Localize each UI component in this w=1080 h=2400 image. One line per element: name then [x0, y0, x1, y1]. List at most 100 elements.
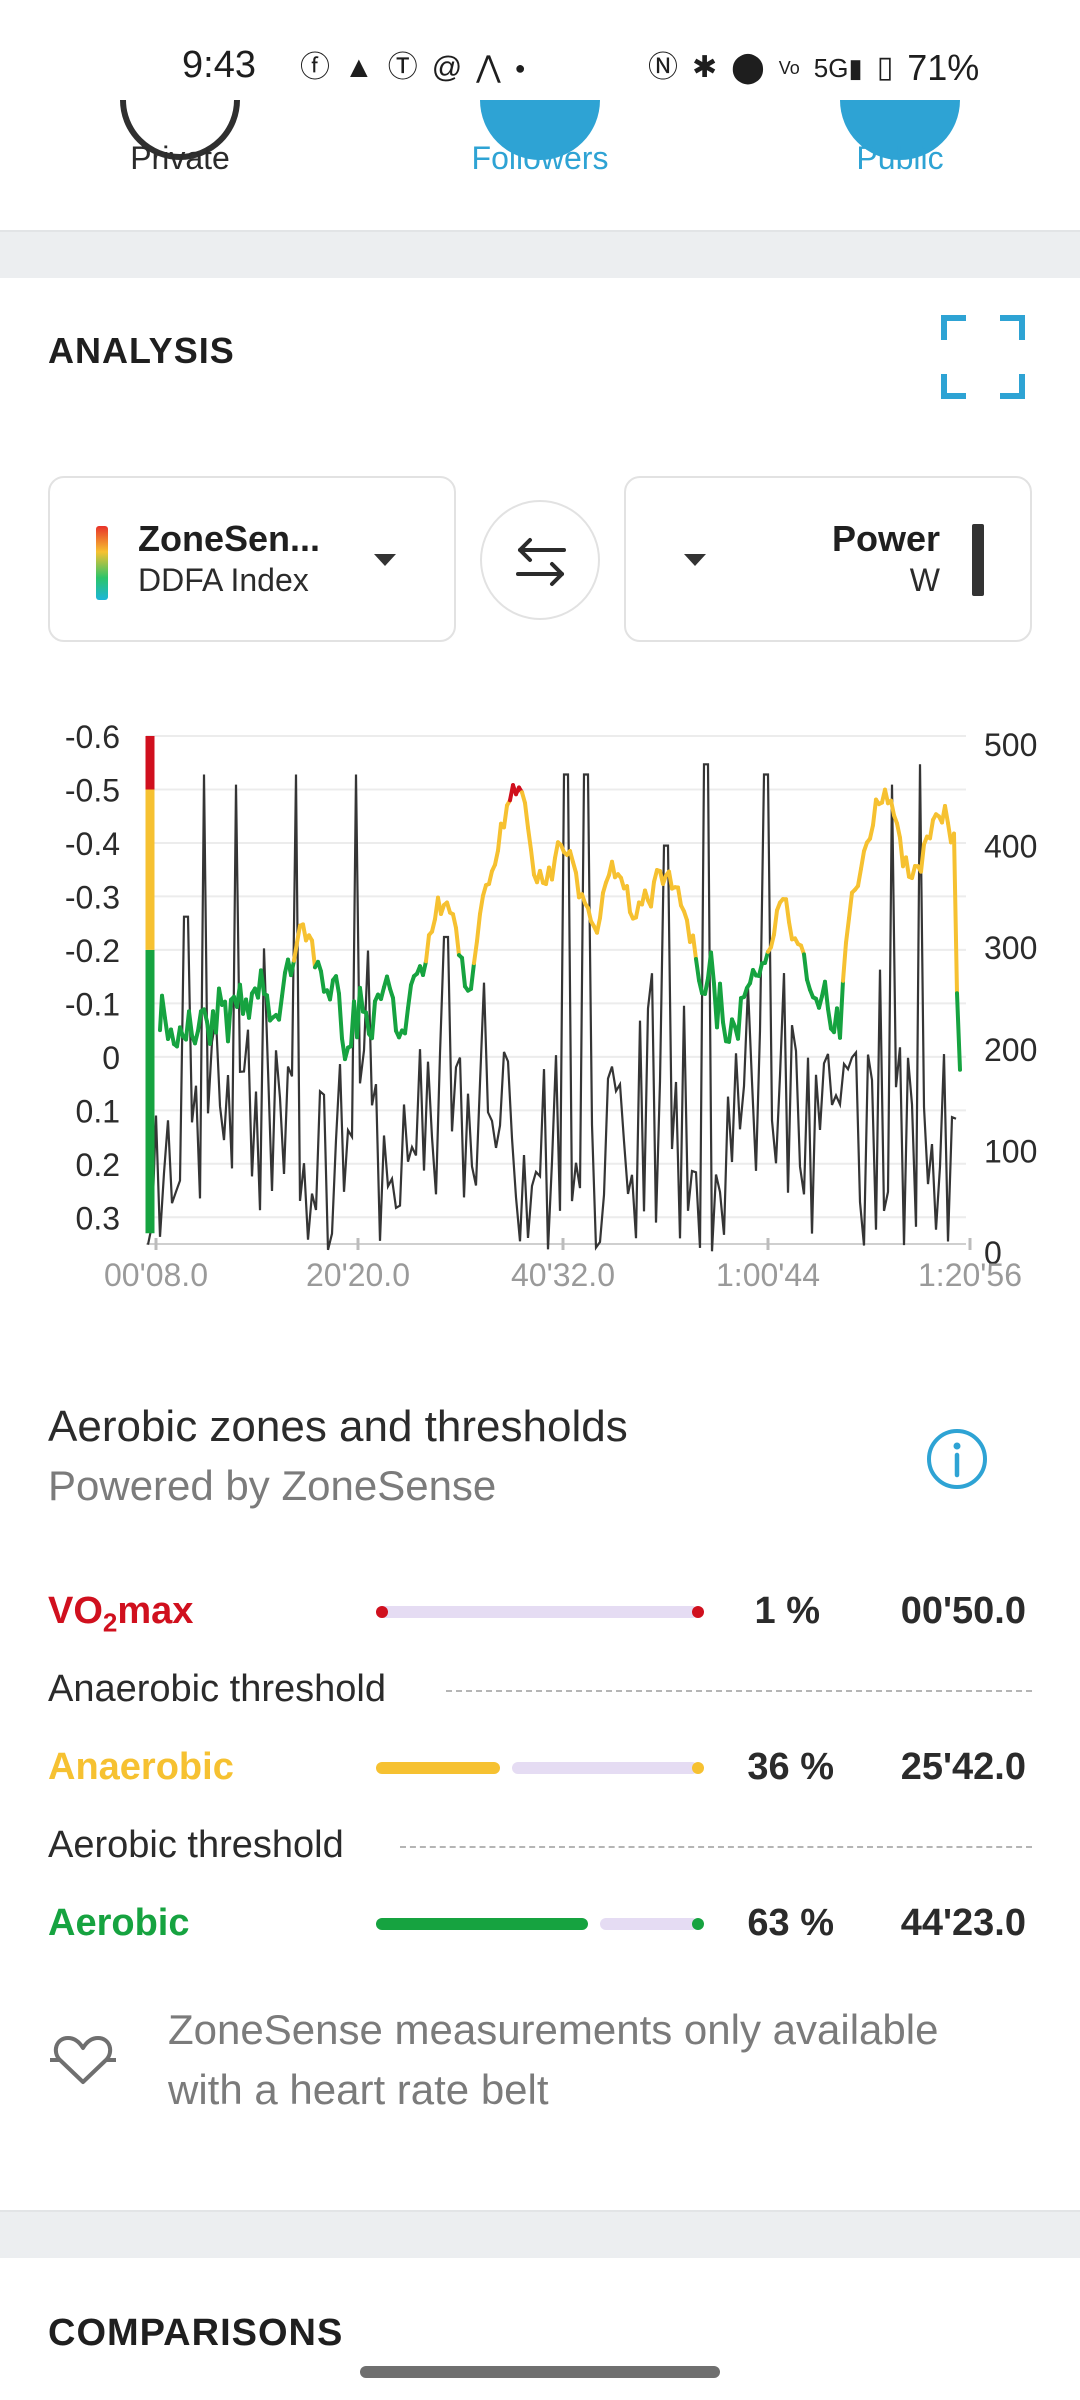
left-axis-tick: 0: [102, 1040, 120, 1076]
right-axis-tick: 500: [984, 727, 1037, 763]
right-axis-tick: 100: [984, 1133, 1037, 1169]
aerobic-threshold-label: Aerobic threshold: [48, 1824, 344, 1866]
zones-title: Aerobic zones and thresholds: [48, 1402, 628, 1451]
swap-button[interactable]: [480, 500, 600, 620]
x-axis-tick: 1:20'56: [918, 1257, 1022, 1293]
zone-segment: [421, 959, 428, 977]
zone-segment: [838, 978, 845, 1040]
left-metric-selector[interactable]: ZoneSen... DDFA Index: [48, 476, 456, 642]
zone-segment: [259, 968, 266, 996]
zone-segment: [460, 955, 467, 989]
analysis-chart[interactable]: -0.6 -0.5 -0.4 -0.3 -0.2 -0.1 0 0.1 0.2 0.3 500 40…: [0, 700, 1080, 1300]
right-axis-tick: 200: [984, 1032, 1037, 1068]
fullscreen-icon[interactable]: [940, 314, 1026, 400]
left-axis-tick: -0.2: [65, 933, 120, 969]
zone-gradient-icon: [96, 526, 108, 600]
zone-segment: [574, 870, 581, 900]
zone-segment: [841, 940, 848, 983]
location-icon: ⬤: [731, 51, 765, 84]
zone-segment: [691, 933, 698, 961]
aerobic-time: 44'23.0: [900, 1902, 1026, 1944]
zone-segment: [202, 1007, 209, 1024]
zone-segment: [703, 976, 710, 996]
zone-segment: [868, 823, 875, 841]
right-axis-tick: 400: [984, 829, 1037, 865]
zone-segment: [889, 798, 896, 818]
left-selector-title: ZoneSen...: [138, 518, 321, 559]
zone-segment: [553, 840, 560, 860]
zone-segment: [709, 950, 716, 986]
zone-segment: [526, 825, 533, 852]
zone-segment: [772, 908, 779, 937]
x-axis-tick: 00'08.0: [104, 1257, 208, 1293]
zone-segment: [883, 787, 890, 806]
zone-segment: [454, 926, 461, 958]
public-option-label[interactable]: Public: [856, 140, 944, 176]
left-axis-ticks: -0.6 -0.5 -0.4 -0.3 -0.2 -0.1 0 0.1 0.2 0.3: [65, 719, 120, 1236]
notification-icons: ⓕ ▲ Ⓣ @ ⋀ ●: [300, 48, 526, 88]
battery-icon: ▯: [876, 51, 894, 84]
zone-segment: [769, 932, 776, 950]
anaerobic-percent: 36 %: [747, 1746, 834, 1788]
zone-segment: [634, 900, 641, 920]
zone-segment: [586, 906, 593, 924]
zone-segment: [475, 911, 482, 944]
left-axis-tick: 0.1: [76, 1093, 120, 1129]
zone-segment: [364, 1010, 371, 1036]
x-axis-ticks: 00'08.0 20'20.0 40'32.0 1:00'44 1:20'56: [104, 1238, 1022, 1293]
zone-segment: [598, 890, 605, 920]
x-axis-tick: 20'20.0: [306, 1257, 410, 1293]
zone-segment: [919, 842, 926, 874]
zone-segment: [844, 916, 851, 945]
zone-segment: [898, 835, 905, 869]
info-icon[interactable]: [926, 1428, 988, 1490]
zone-segment: [328, 978, 335, 1002]
zone-segment: [406, 983, 413, 1011]
battery-percent: 71%: [907, 47, 980, 88]
right-axis-ticks: 500 400 300 200 100 0: [984, 727, 1037, 1271]
aerobic-label: Aerobic: [48, 1902, 190, 1944]
zone-segment: [319, 969, 326, 994]
zone-segment: [859, 849, 866, 871]
followers-option-label[interactable]: Followers: [471, 140, 609, 176]
section-separator: [0, 230, 1080, 278]
section-separator: [0, 2210, 1080, 2258]
zone-segment: [625, 884, 632, 915]
zone-segment: [217, 986, 224, 1007]
zone-segment: [226, 997, 233, 1044]
zone-segment: [472, 939, 479, 966]
zone-segment: [538, 868, 545, 885]
zone-segment: [187, 1009, 194, 1038]
zone-segment: [523, 801, 530, 830]
zone-segment: [502, 803, 509, 830]
zone-segment: [391, 996, 398, 1033]
gesture-nav-bar[interactable]: [360, 2366, 720, 2378]
zone-segment: [370, 999, 377, 1041]
zone-segment: [895, 821, 902, 840]
zone-segment: [280, 970, 287, 999]
zone-segment: [610, 859, 617, 880]
strava-icon: ⋀: [476, 51, 501, 84]
anaerobic-bar-fill: [376, 1762, 500, 1774]
vo2max-bar-track: [376, 1606, 698, 1618]
zone-segment: [310, 938, 317, 970]
zone-segment: [550, 856, 557, 882]
zone-segment: [595, 916, 602, 935]
zone-segment: [955, 991, 962, 1072]
zone-segment: [823, 979, 830, 1011]
private-option-label[interactable]: Private: [130, 140, 230, 176]
zone-segment: [424, 933, 431, 964]
left-axis-tick: -0.1: [65, 986, 120, 1022]
zone-segment: [169, 1027, 176, 1047]
left-axis-tick: -0.3: [65, 879, 120, 915]
zone-segment: [847, 890, 854, 921]
zone-segment: [757, 961, 764, 978]
heart-rate-belt-note: ZoneSense measurements only available wi…: [168, 2006, 939, 2113]
zone-segment: [193, 1028, 200, 1046]
zone-segment: [697, 978, 704, 996]
right-metric-selector[interactable]: Power W: [624, 476, 1032, 642]
zone-segment: [928, 817, 935, 841]
left-axis-tick: 0.2: [76, 1147, 120, 1183]
system-icons: Ⓝ ✱ ⬤ Vo 5G▮ ▯ 71%: [648, 48, 979, 88]
zone-segment: [856, 866, 863, 888]
